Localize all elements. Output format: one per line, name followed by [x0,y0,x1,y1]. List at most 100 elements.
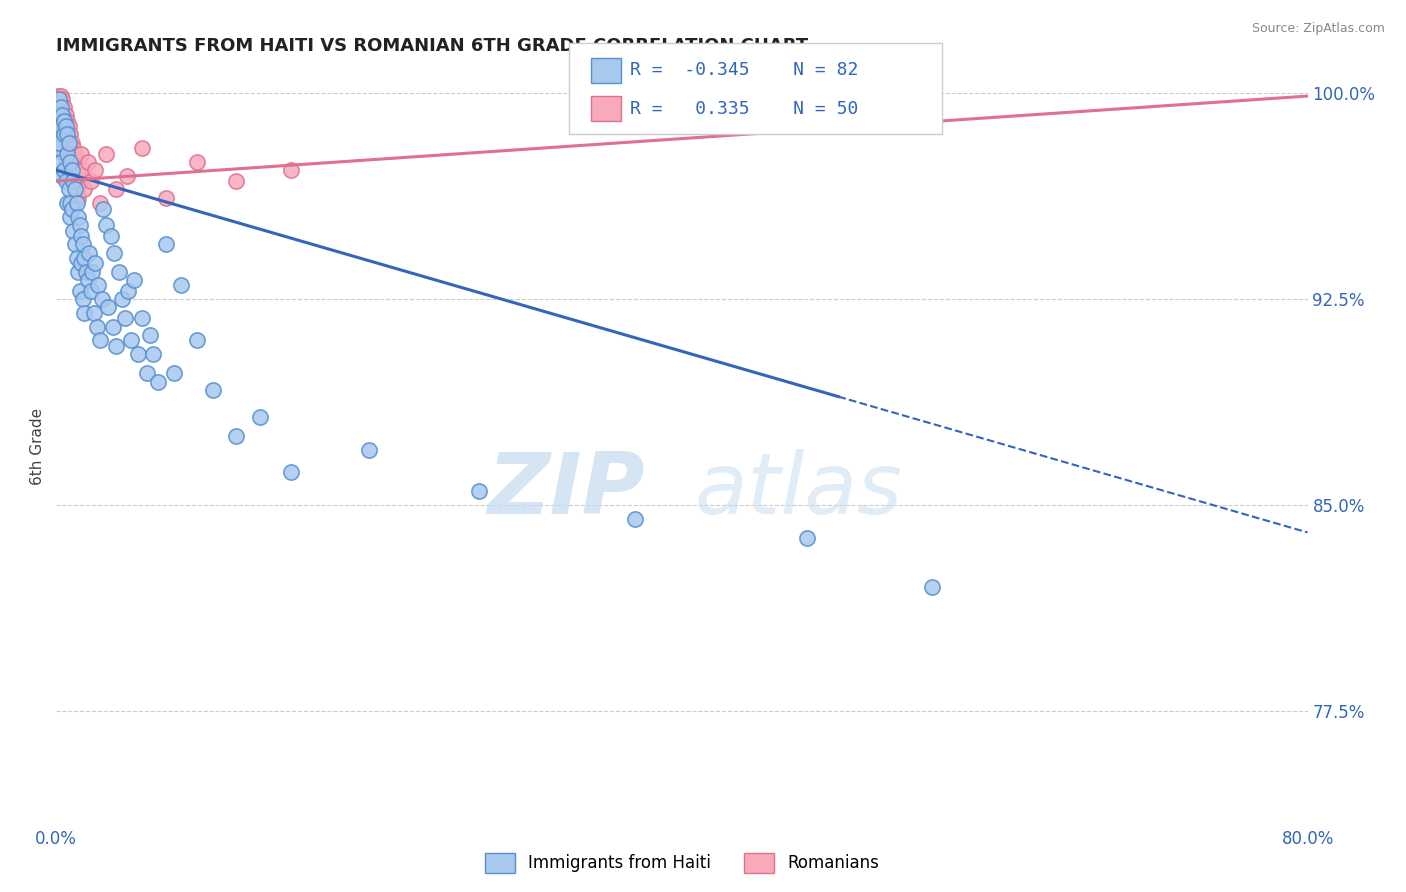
Point [48,120,70,134]
Point [69,218,91,232]
Point [91,202,114,216]
Text: R =  -0.345    N = 82: R = -0.345 N = 82 [630,62,858,79]
Point [73,182,96,196]
Point [90,292,112,306]
Point [55,120,77,134]
Point [811,100,834,114]
Point [63,182,86,196]
Point [58,120,80,134]
Point [624,512,647,526]
Point [201,383,224,397]
Point [162,366,184,380]
Point [76,273,98,287]
Point [67,265,90,279]
Point [225,174,247,188]
Point [55,128,77,142]
Y-axis label: 6th Grade: 6th Grade [30,408,45,484]
Point [49,155,72,169]
Point [49,89,72,103]
Point [48,92,70,106]
Point [640,92,662,106]
Point [115,169,138,183]
Point [51,108,73,122]
Text: atlas: atlas [695,450,903,533]
Point [280,163,302,178]
Point [48,136,70,150]
Point [49,120,72,134]
Point [170,278,193,293]
Point [65,196,87,211]
Point [67,191,90,205]
Text: R =   0.335    N = 50: R = 0.335 N = 50 [630,100,858,118]
Point [70,256,93,270]
Point [49,100,72,114]
Text: IMMIGRANTS FROM HAITI VS ROMANIAN 6TH GRADE CORRELATION CHART: IMMIGRANTS FROM HAITI VS ROMANIAN 6TH GR… [56,37,808,54]
Point [65,182,87,196]
Point [55,108,77,122]
Point [103,245,125,260]
Point [186,334,208,348]
Point [136,366,159,380]
Point [62,223,84,237]
Point [59,210,82,224]
Point [65,155,87,169]
Point [225,429,247,443]
Point [104,182,127,196]
Point [56,128,79,142]
Point [84,256,107,270]
Point [60,202,83,216]
Point [796,531,818,545]
Point [120,334,142,348]
Point [72,237,94,252]
Point [359,443,381,458]
Point [82,265,104,279]
Point [51,108,73,122]
Point [60,155,83,169]
Point [62,174,84,188]
Point [89,196,111,211]
Point [101,319,124,334]
Point [131,141,153,155]
Point [89,334,111,348]
Point [111,292,134,306]
Point [63,163,86,178]
Point [56,146,79,161]
Legend: Immigrants from Haiti, Romanians: Immigrants from Haiti, Romanians [478,847,886,880]
Point [62,174,84,188]
Point [49,100,72,114]
Point [131,311,153,326]
Point [155,191,177,205]
Point [77,245,100,260]
Point [67,163,90,178]
Point [58,136,80,150]
Point [84,163,107,178]
Point [59,196,82,211]
Point [127,347,149,361]
Point [58,182,80,196]
Point [249,410,271,425]
Point [186,155,208,169]
Point [76,155,98,169]
Point [51,92,73,106]
Point [51,136,73,150]
Point [59,155,82,169]
Point [56,155,79,169]
Point [60,163,83,178]
Point [96,218,118,232]
Point [114,311,136,326]
Point [104,339,127,353]
Point [59,169,82,183]
Point [79,284,101,298]
Point [124,273,146,287]
Point [108,265,131,279]
Point [86,319,108,334]
Point [100,229,122,244]
Point [56,196,79,211]
Point [53,120,76,134]
Point [87,278,110,293]
Point [280,465,302,479]
Point [46,89,69,103]
Point [97,301,120,315]
Point [48,108,70,122]
Point [921,580,943,594]
